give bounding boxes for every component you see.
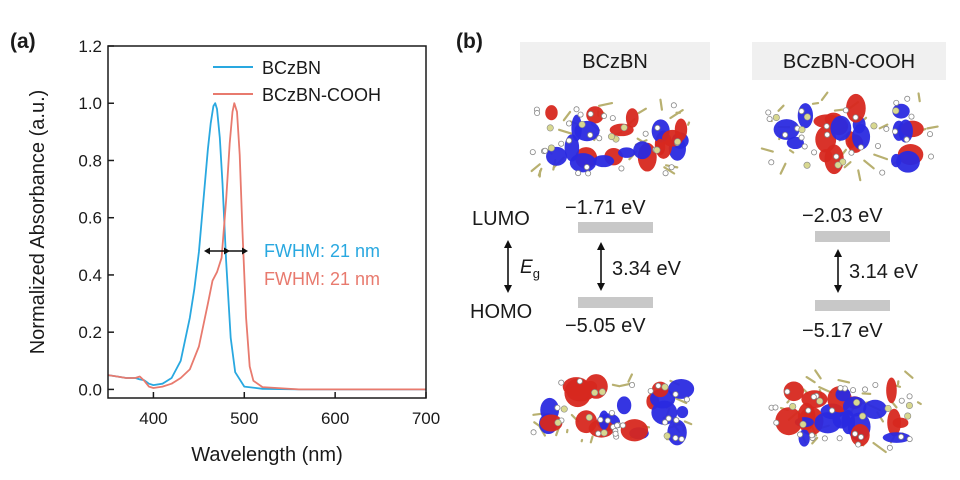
- x-tick-label: 700: [412, 409, 440, 428]
- fwhm-annotation-cooh: FWHM: 21 nm: [264, 269, 380, 289]
- y-tick-label: 0.0: [78, 380, 102, 399]
- homo-level-bczbn: [578, 297, 653, 308]
- lumo-orbital-cooh: [760, 91, 939, 182]
- header-bg-bczbn: [520, 42, 710, 80]
- panel-a-label: (a): [10, 30, 36, 53]
- plot-frame: [107, 45, 427, 399]
- lumo-level-bczbn: [578, 222, 653, 233]
- series-line-cooh: [107, 102, 426, 391]
- eg-label: Eg: [520, 257, 540, 281]
- x-tick-label: 400: [139, 409, 167, 428]
- homo-orbital-bczbn: [530, 373, 695, 446]
- y-tick-label: 0.8: [78, 151, 102, 170]
- homo-energy-bczbn: −5.05 eV: [565, 315, 646, 337]
- y-tick-label: 0.4: [78, 266, 102, 285]
- series-layer: [107, 102, 426, 391]
- chart-a: 0.0 0.2 0.4 0.6 0.8 1.0 1.2 400 500 600 700 Norma…: [27, 37, 440, 466]
- y-tick-label: 1.0: [78, 94, 102, 113]
- header-bczbn: BCzBN: [582, 51, 648, 73]
- homo-level-cooh: [815, 300, 890, 311]
- eg-arrow: [504, 240, 512, 293]
- gap-arrow-bczbn: [597, 242, 605, 291]
- lumo-level-cooh: [815, 231, 890, 242]
- gap-arrow-cooh: [834, 249, 842, 293]
- y-axis-label: Normalized Absorbance (a.u.): [27, 90, 49, 355]
- gap-cooh: 3.14 eV: [849, 261, 919, 283]
- panel-b-label: (b): [456, 30, 483, 53]
- homo-orbital-cooh: [768, 369, 922, 454]
- legend-label-cooh: BCzBN-COOH: [262, 85, 381, 105]
- x-axis-label: Wavelength (nm): [191, 444, 343, 466]
- lumo-label: LUMO: [472, 208, 530, 230]
- homo-energy-cooh: −5.17 eV: [802, 320, 883, 342]
- fwhm-arrows: [204, 247, 248, 255]
- fwhm-annotation-bczbn: FWHM: 21 nm: [264, 241, 380, 261]
- legend-label-bczbn: BCzBN: [262, 58, 321, 78]
- header-bg-cooh: [752, 42, 946, 80]
- y-tick-label: 0.2: [78, 323, 102, 342]
- x-tick-label: 500: [230, 409, 258, 428]
- lumo-orbital-bczbn: [529, 98, 691, 178]
- y-tick-label: 0.6: [78, 209, 102, 228]
- homo-label: HOMO: [470, 301, 532, 323]
- header-cooh: BCzBN-COOH: [783, 51, 915, 73]
- lumo-energy-bczbn: −1.71 eV: [565, 197, 646, 219]
- y-tick-label: 1.2: [78, 37, 102, 56]
- legend: BCzBN BCzBN-COOH: [213, 58, 381, 105]
- gap-bczbn: 3.34 eV: [612, 258, 682, 280]
- x-axis-ticks: 400 500 600 700: [139, 392, 440, 428]
- x-tick-label: 600: [321, 409, 349, 428]
- y-axis-ticks: 0.0 0.2 0.4 0.6 0.8 1.0 1.2: [78, 37, 114, 399]
- lumo-energy-cooh: −2.03 eV: [802, 205, 883, 227]
